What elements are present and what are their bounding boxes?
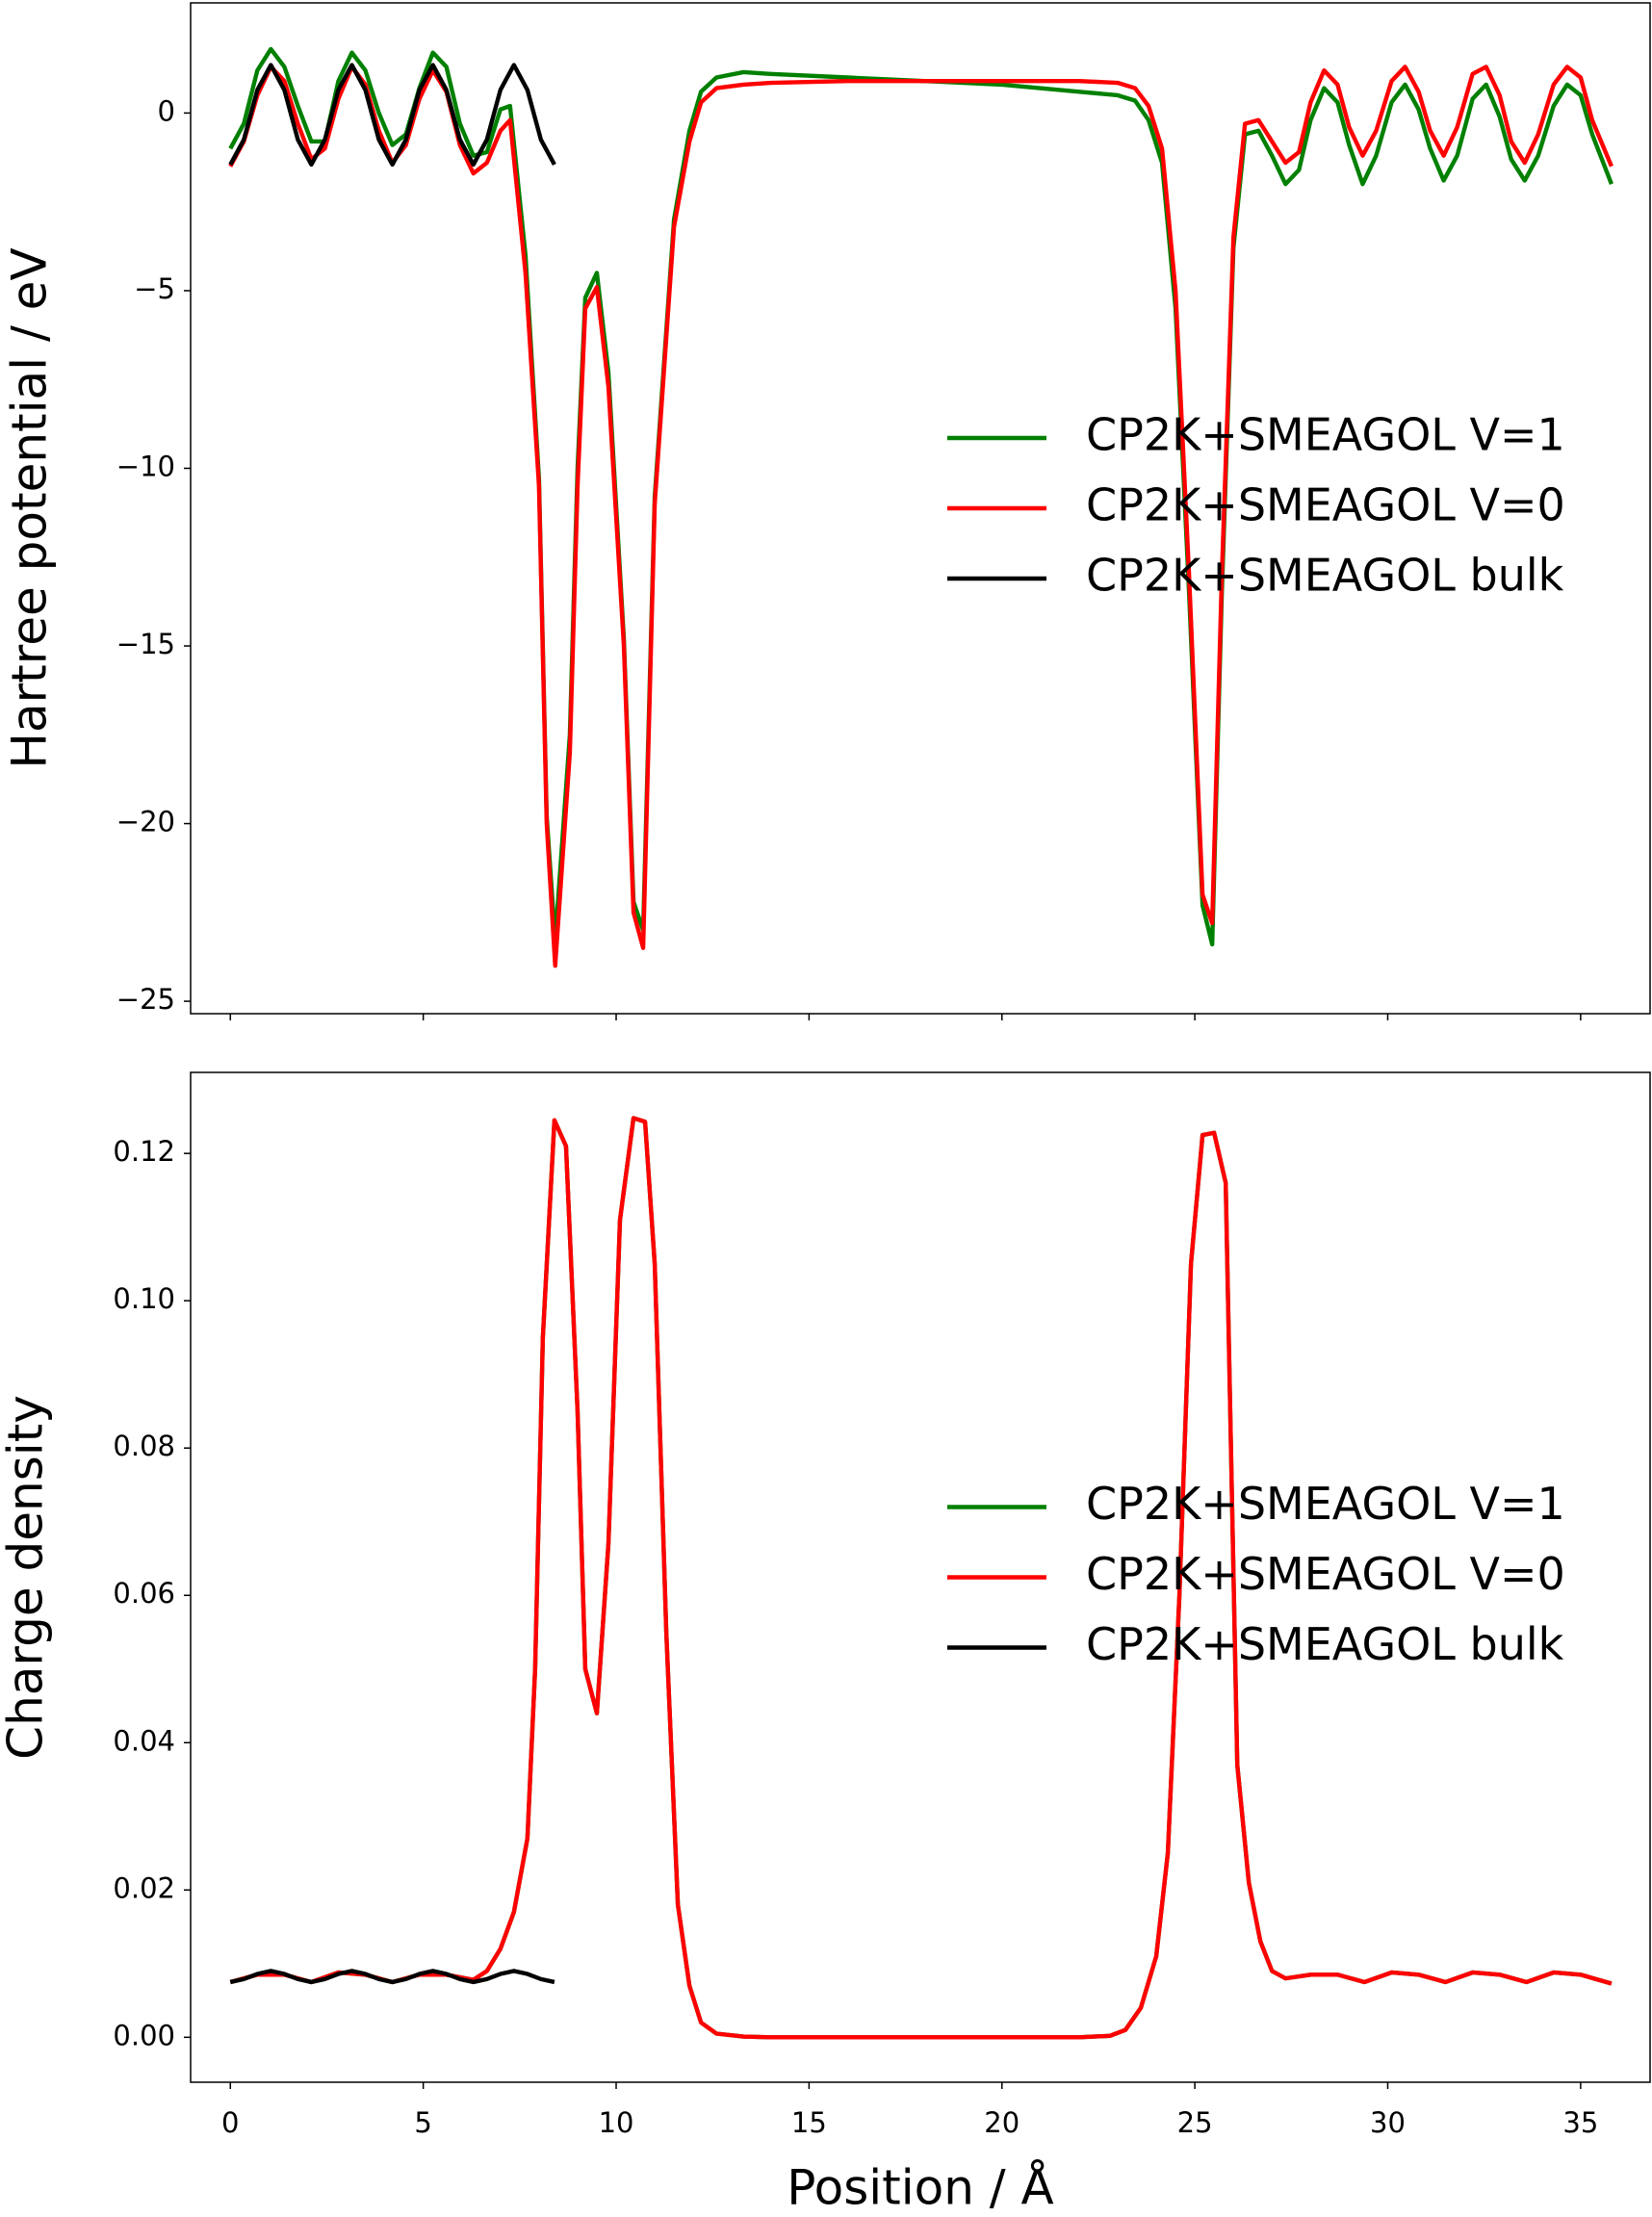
y-tick-label: −5 [134, 272, 175, 305]
y-tick-label: −25 [116, 983, 175, 1016]
y-tick-label: 0.08 [113, 1430, 175, 1462]
y-tick-label: −20 [116, 806, 175, 838]
axes-frame [190, 2, 1651, 1015]
y-tick-label: 0.00 [113, 2019, 175, 2051]
legend-label: CP2K+SMEAGOL bulk [1086, 550, 1564, 602]
y-tick-label: −10 [116, 450, 175, 482]
y-tick-label: 0.12 [113, 1135, 175, 1168]
x-tick-label: 15 [791, 2106, 827, 2139]
y-axis-label: Charge density [0, 1395, 54, 1760]
series-line [229, 1116, 1613, 2040]
x-tick-label: 35 [1562, 2106, 1598, 2139]
y-tick-label: 0.04 [113, 1724, 175, 1757]
legend-label: CP2K+SMEAGOL V=0 [1086, 1548, 1565, 1600]
y-tick-label: 0.06 [113, 1577, 175, 1610]
y-tick-label: 0.10 [113, 1282, 175, 1315]
y-tick-label: −15 [116, 628, 175, 660]
x-tick-label: 10 [599, 2106, 634, 2139]
x-tick-label: 0 [221, 2106, 239, 2139]
x-tick-label: 5 [414, 2106, 431, 2139]
legend-label: CP2K+SMEAGOL V=1 [1086, 409, 1565, 461]
axes-frame [190, 1071, 1651, 2083]
x-tick-label: 30 [1370, 2106, 1406, 2139]
y-axis-label: Hartree potential / eV [2, 247, 58, 768]
y-tick-label: 0.02 [113, 1871, 175, 1904]
series-line [228, 63, 556, 168]
series-line [229, 1969, 555, 1985]
x-tick-label: 20 [984, 2106, 1020, 2139]
legend-label: CP2K+SMEAGOL V=1 [1086, 1478, 1565, 1530]
x-tick-label: 25 [1177, 2106, 1213, 2139]
legend-label: CP2K+SMEAGOL V=0 [1086, 479, 1565, 531]
x-axis-label: Position / Å [787, 2160, 1054, 2216]
y-tick-label: 0 [158, 94, 175, 127]
legend-label: CP2K+SMEAGOL bulk [1086, 1618, 1564, 1670]
